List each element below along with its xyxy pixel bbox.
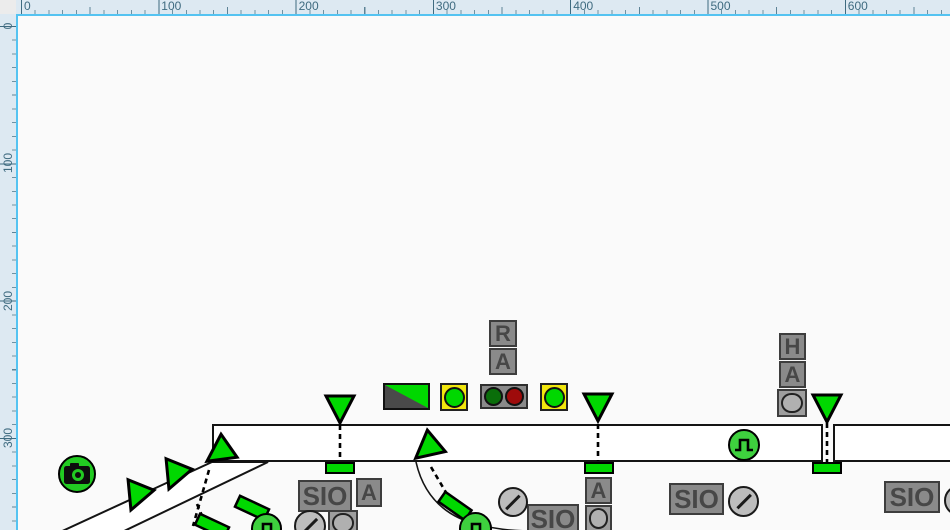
signal-icon[interactable] [152,455,196,498]
signal-icon[interactable] [581,391,615,425]
ruler-label: 500 [710,0,731,13]
indicator-box-a[interactable]: A [585,477,612,504]
yellow-lamp-icon[interactable] [540,383,568,411]
ruler-label: 100 [1,153,15,174]
signal-icon[interactable] [323,393,357,427]
page-edge-left [16,14,18,530]
ruler-label: 300 [435,0,456,13]
indicator-box-a[interactable]: A [356,478,382,507]
green-lamp [484,387,503,406]
signal-base-icon[interactable] [812,462,842,474]
track-section-main-right[interactable] [833,424,950,462]
no-entry-icon[interactable] [498,487,528,517]
indicator-box-a[interactable]: A [489,348,517,375]
horizontal-ruler: 0 100 200 300 400 500 600 [16,0,950,14]
ruler-label: 0 [24,0,31,13]
signal-icon[interactable] [402,426,449,473]
signal-icon[interactable] [810,392,844,426]
track-section-main-left[interactable] [212,424,823,462]
pulse-icon[interactable] [728,429,760,461]
camera-icon[interactable] [58,455,96,493]
page-edge-top [16,14,950,16]
ruler-label: 100 [161,0,182,13]
signal-base-icon[interactable] [584,462,614,474]
circle-indicator-box[interactable] [585,505,612,530]
no-entry-icon[interactable] [728,486,759,517]
vertical-ruler: 0 100 200 300 [0,14,16,530]
ruler-label: 600 [847,0,868,13]
circle-indicator-box[interactable] [777,389,807,417]
signal-base-icon[interactable] [325,462,355,474]
signal-icon[interactable] [195,430,242,477]
indicator-box-h[interactable]: H [779,333,806,360]
lamp-pair-icon[interactable] [480,384,528,409]
red-lamp [505,387,524,406]
ruler-label: 200 [298,0,319,13]
signal-icon[interactable] [114,476,158,519]
indicator-box-r[interactable]: R [489,320,517,347]
ruler-label: 300 [1,427,15,448]
sio-box[interactable]: SIO [527,504,579,530]
yellow-lamp-icon[interactable] [440,383,468,411]
ruler-corner [0,0,17,15]
no-entry-icon[interactable] [294,510,326,530]
ruler-label: 200 [1,290,15,311]
ruler-label: 0 [1,22,15,30]
sio-box[interactable]: SIO [298,480,352,512]
sio-box[interactable]: SIO [884,481,940,513]
route-split-icon[interactable] [383,383,430,410]
ruler-label: 400 [573,0,594,13]
indicator-box-a[interactable]: A [779,361,806,388]
sio-box[interactable]: SIO [669,483,724,515]
circle-indicator-box[interactable] [328,510,358,530]
